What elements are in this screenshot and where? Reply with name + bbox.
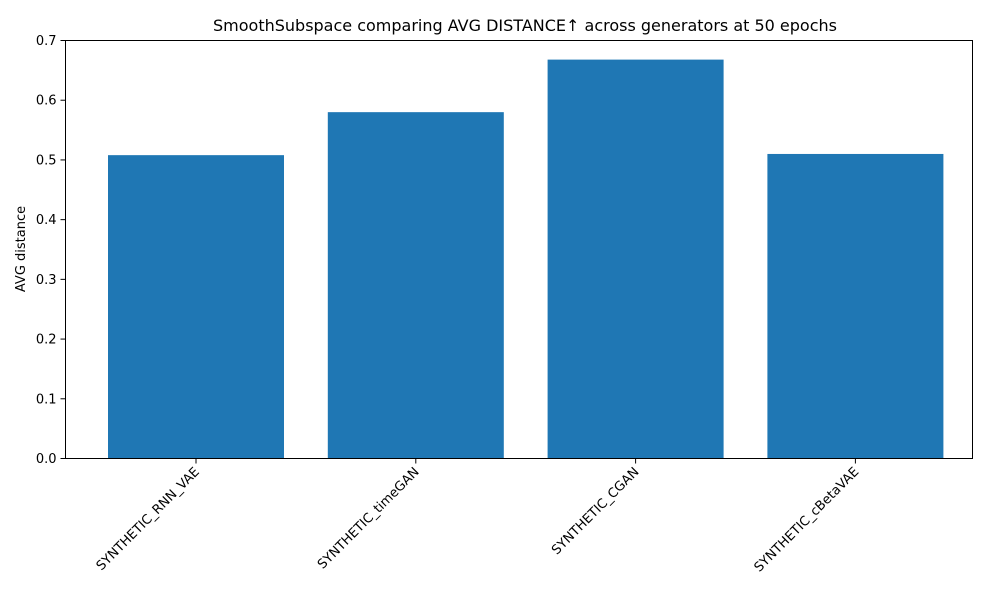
y-tick-label: 0.0 (36, 452, 57, 467)
bar (547, 59, 724, 459)
bar (767, 153, 944, 459)
y-tick-label: 0.7 (36, 34, 57, 49)
y-tick-label: 0.2 (36, 333, 57, 348)
bars-group (108, 59, 944, 459)
y-tick-label: 0.6 (36, 94, 57, 109)
y-tick-label: 0.5 (36, 153, 57, 168)
chart-title: SmoothSubspace comparing AVG DISTANCE↑ a… (213, 16, 837, 35)
x-tick-label: SYNTHETIC_RNN_VAE (94, 465, 203, 574)
plot-frame (65, 40, 973, 459)
x-ticks-group: SYNTHETIC_RNN_VAE SYNTHETIC_timeGAN SYNTHE… (94, 458, 863, 576)
x-tick-label: SYNTHETIC_CGAN (549, 465, 642, 558)
x-tick-label: SYNTHETIC_cBetaVAE (752, 465, 863, 576)
y-ticks-group: 0.0 0.1 0.2 0.3 0.4 0.5 0.6 0.7 (36, 34, 66, 467)
y-tick-label: 0.1 (36, 392, 57, 407)
y-tick-label: 0.3 (36, 273, 57, 288)
y-axis-label: AVG distance (14, 206, 29, 292)
bar (327, 112, 504, 459)
y-tick-label: 0.4 (36, 213, 57, 228)
x-tick-label: SYNTHETIC_timeGAN (315, 465, 423, 573)
bar (108, 155, 284, 459)
